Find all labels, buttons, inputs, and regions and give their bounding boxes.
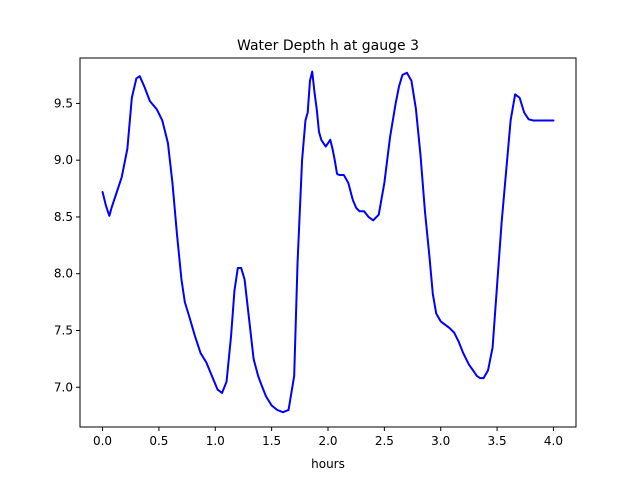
x-tick-label: 2.5	[375, 434, 394, 448]
x-tick-label: 0.5	[149, 434, 168, 448]
y-tick-label: 7.0	[54, 380, 73, 394]
y-tick-label: 9.0	[54, 153, 73, 167]
y-tick-label: 9.5	[54, 96, 73, 110]
plot-area: 0.0 0.5 1.0 1.5 2.0 2.5 3.0 3.5 4.0 7.0 7.5 8.0 8.5 9…	[54, 57, 577, 448]
x-tick-label: 0.0	[93, 434, 112, 448]
x-tick-label: 3.5	[488, 434, 507, 448]
series-line-0	[101, 70, 555, 414]
chart-title: Water Depth h at gauge 3	[237, 38, 419, 54]
x-tick-label: 4.0	[544, 434, 563, 448]
x-tick-label: 1.0	[206, 434, 225, 448]
y-tick-label: 7.5	[54, 323, 73, 337]
y-tick-label: 8.5	[54, 210, 73, 224]
x-tick-label: 1.5	[262, 434, 281, 448]
x-axis-label: hours	[311, 457, 345, 471]
y-tick-label: 8.0	[54, 267, 73, 281]
x-tick-label: 2.0	[318, 434, 337, 448]
x-tick-label: 3.0	[431, 434, 450, 448]
